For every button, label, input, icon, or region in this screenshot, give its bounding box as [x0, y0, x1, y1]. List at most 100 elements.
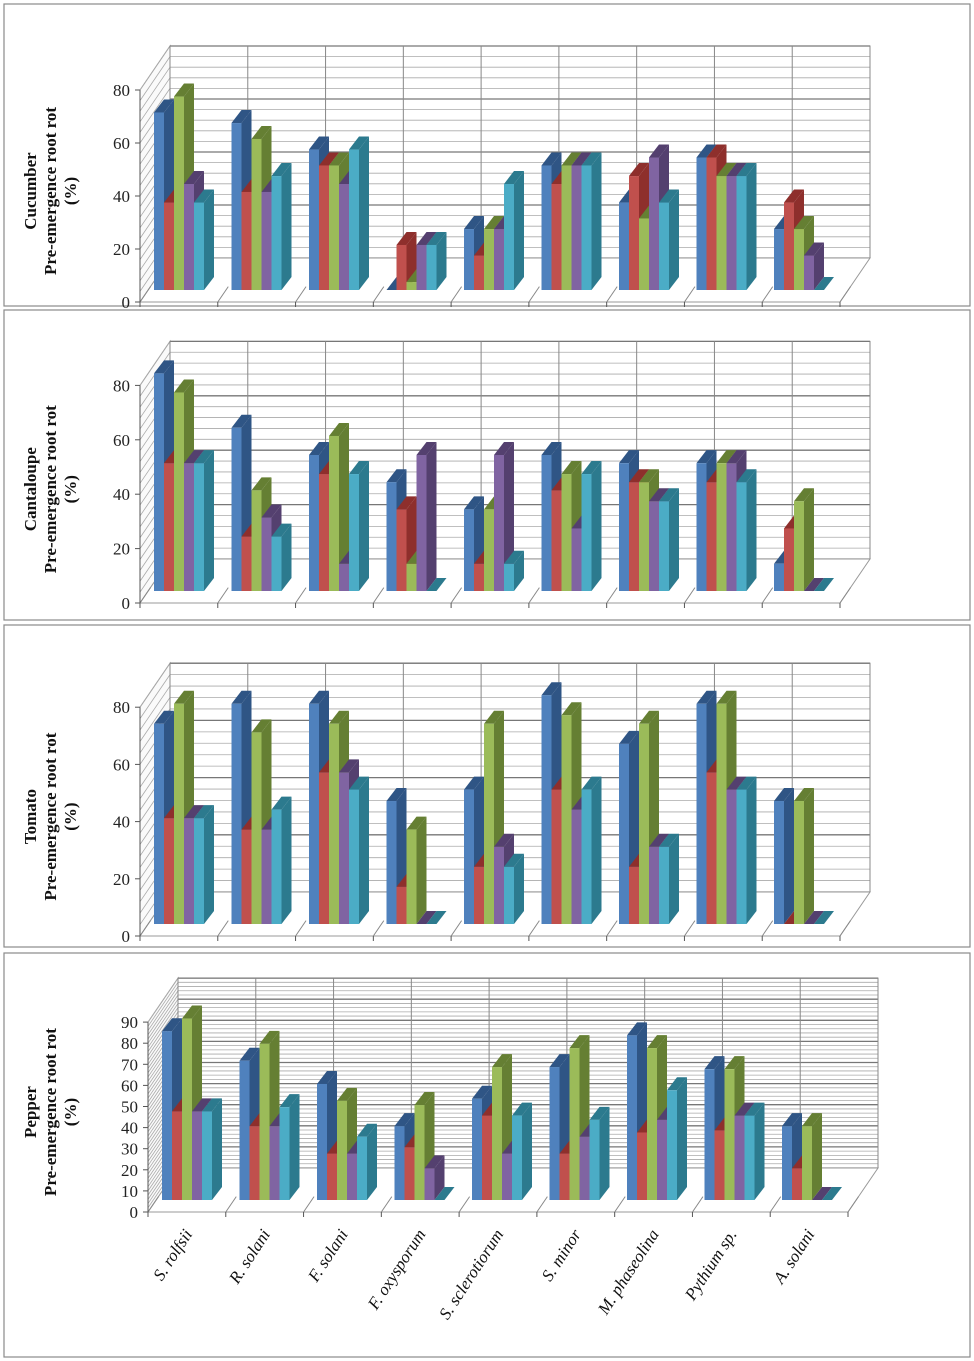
bar-top: [736, 776, 757, 790]
bar-side: [204, 805, 214, 924]
bar-front: [502, 1153, 512, 1200]
bar-front: [794, 801, 804, 924]
bar-top: [794, 788, 814, 802]
y-tick-label: 60: [121, 1076, 138, 1095]
bar-top: [319, 152, 339, 166]
bar-top: [259, 1030, 280, 1044]
bar-top: [464, 496, 484, 510]
bar: [494, 442, 514, 591]
bar-front: [251, 138, 262, 290]
side-gridline: [139, 697, 171, 742]
bar-front: [251, 490, 262, 591]
bar-top: [794, 488, 814, 502]
bar-front: [261, 829, 272, 924]
bar-top: [231, 110, 252, 124]
y-tick-label: 60: [113, 755, 130, 774]
bar-top: [814, 911, 834, 924]
bar-group: [231, 690, 292, 924]
bar-top: [202, 1098, 222, 1112]
bar-top: [716, 163, 737, 177]
bar-front: [426, 244, 437, 290]
floor-divider: [372, 587, 385, 604]
floor-divider: [761, 920, 774, 937]
bar-top: [271, 796, 292, 810]
bar-top: [649, 833, 669, 847]
bar-front: [194, 202, 204, 290]
bar-side: [281, 796, 292, 924]
y-axis-label: Cucumber: [21, 152, 40, 230]
bar-front: [551, 184, 562, 290]
bar-top: [251, 719, 272, 733]
bar-front: [716, 176, 727, 290]
bar-top: [504, 550, 524, 564]
bar-front: [241, 829, 252, 924]
bar-top: [329, 152, 349, 166]
bar: [736, 776, 757, 924]
y-axis-label: Cantaloupe: [21, 447, 40, 532]
bar-group: [619, 144, 679, 290]
bar-front: [561, 474, 572, 591]
y-axis-label: (%): [61, 177, 80, 205]
bar-front: [194, 463, 204, 591]
bar-side: [591, 461, 602, 591]
bar: [814, 911, 834, 924]
bar-front: [736, 789, 747, 924]
bar: [357, 1123, 377, 1200]
bar-front: [647, 1048, 657, 1200]
y-axis-label: Pre-emergence root rot: [41, 732, 60, 900]
bar-group: [309, 136, 369, 290]
bar-front: [541, 165, 552, 290]
floor-divider: [761, 286, 774, 303]
bar: [504, 171, 524, 290]
bar-top: [329, 422, 349, 436]
bar-front: [504, 563, 514, 591]
bar-side: [289, 1094, 300, 1200]
bar-side: [339, 422, 349, 591]
bar-front: [482, 1115, 492, 1200]
bar-top: [494, 442, 514, 455]
bar-front: [714, 1130, 725, 1200]
bar-top: [726, 776, 747, 790]
bar-front: [696, 157, 707, 290]
bar-front: [484, 229, 494, 290]
floor-divider: [761, 587, 774, 604]
bar-top: [426, 911, 447, 924]
bar-group: [464, 710, 524, 924]
bar-top: [804, 242, 824, 256]
bar-front: [782, 1126, 792, 1200]
bar-top: [349, 776, 369, 790]
y-tick-label: 20: [113, 540, 130, 559]
floor-divider: [372, 286, 385, 303]
bar-side: [359, 461, 369, 591]
bar-front: [339, 184, 349, 290]
bar-front: [541, 695, 552, 924]
bar: [426, 911, 447, 924]
bar-side: [434, 1155, 445, 1200]
bar-front: [319, 165, 329, 290]
bar: [744, 1102, 765, 1200]
floor-divider: [295, 286, 307, 303]
floor-divider: [847, 1196, 859, 1213]
bar-group: [774, 788, 834, 924]
bar-group: [386, 788, 447, 924]
bar-side: [212, 1098, 222, 1200]
bar-top: [734, 1102, 755, 1116]
bar-front: [241, 536, 252, 591]
bar-front: [192, 1111, 202, 1200]
bar-top: [329, 710, 349, 724]
bar-front: [726, 789, 737, 924]
bar-top: [774, 788, 794, 802]
bar-top: [349, 136, 369, 150]
y-tick-label: 0: [130, 1203, 139, 1222]
bar-top: [804, 911, 824, 924]
side-gridline: [139, 56, 171, 101]
bar-front: [349, 149, 359, 290]
floor-divider: [614, 1196, 626, 1213]
floor-divider: [225, 1196, 237, 1213]
bar-front: [386, 801, 397, 924]
side-gridline: [139, 77, 171, 123]
bar-front: [774, 229, 784, 290]
bar-top: [561, 152, 582, 166]
bar-top: [619, 450, 639, 464]
bar-group: [309, 422, 369, 591]
